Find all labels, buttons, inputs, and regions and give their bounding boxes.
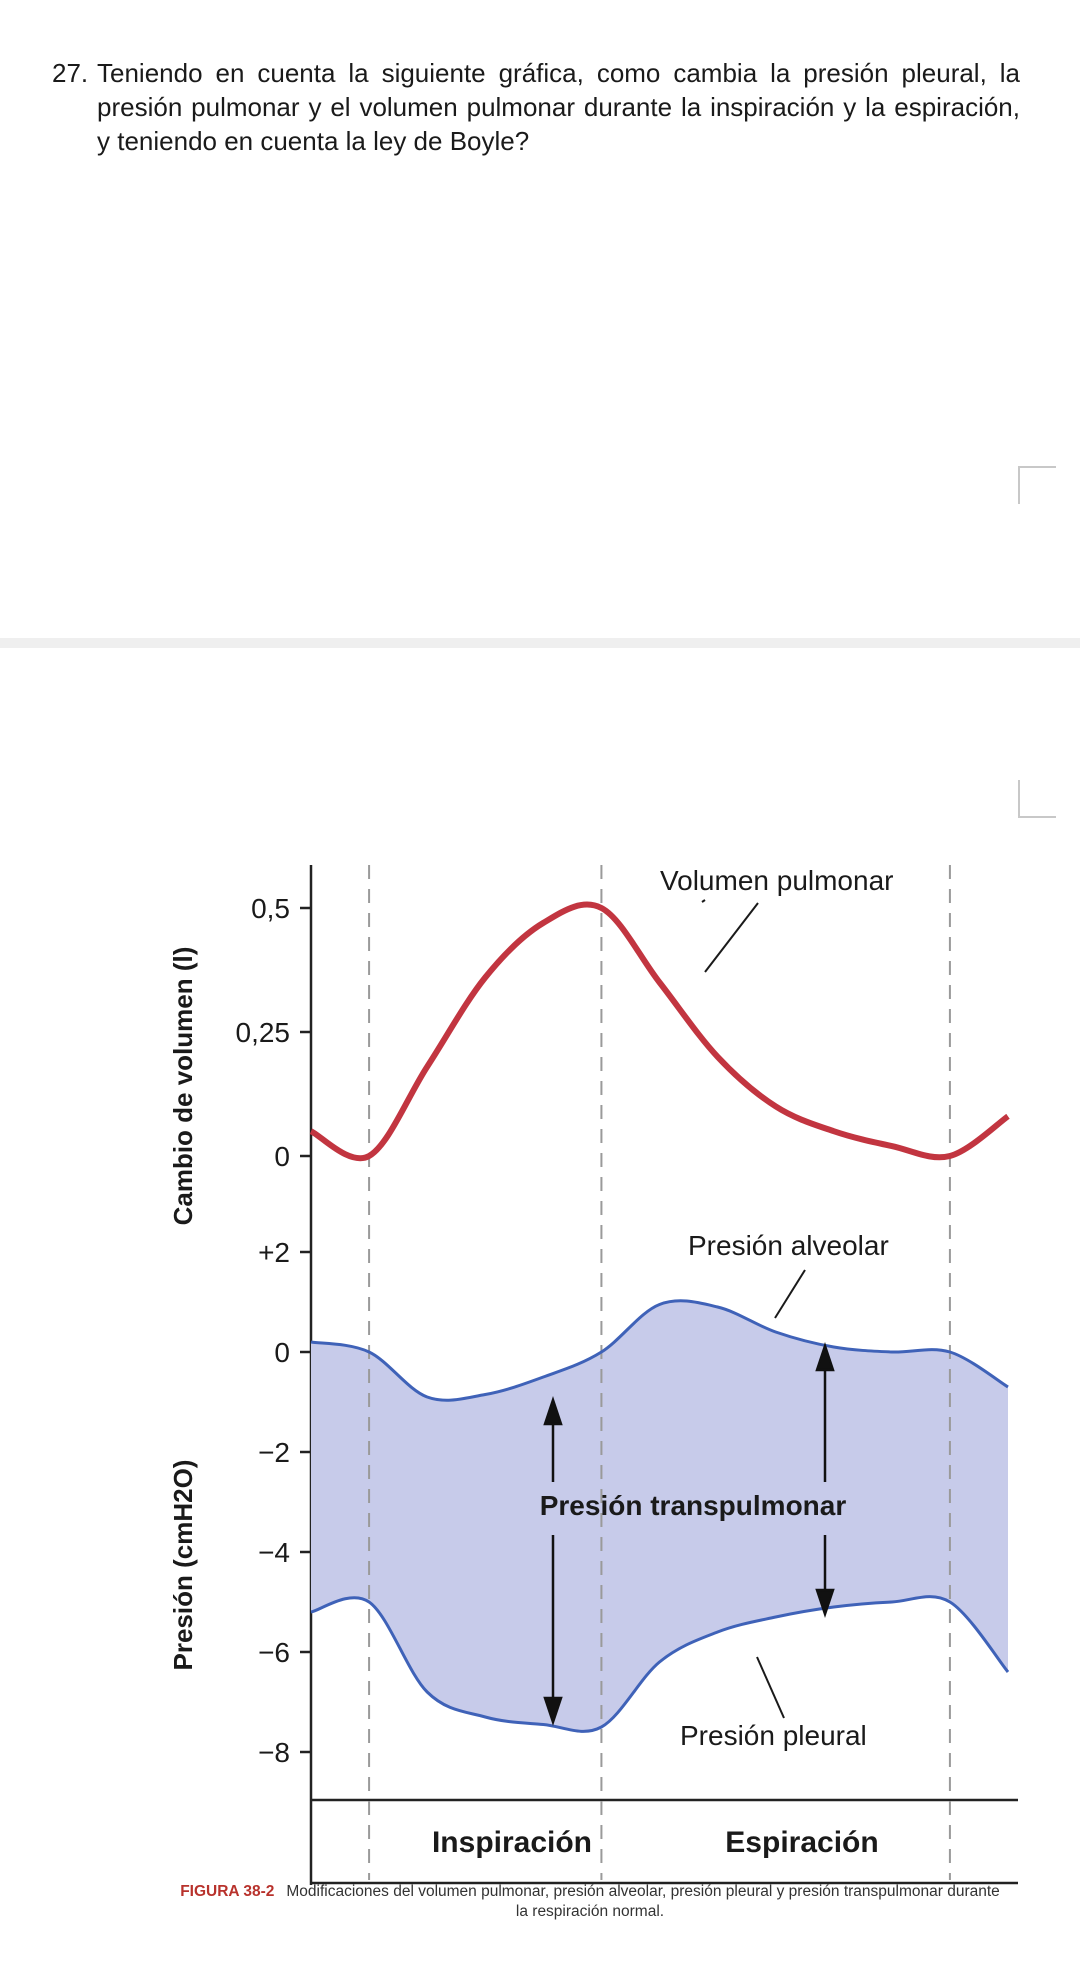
volume-tick-label-0: 0,5 — [251, 893, 290, 924]
figure-caption: FIGURA 38-2 Modificaciones del volumen pu… — [180, 1882, 1000, 1922]
alveolar-series-label: Presión alveolar — [688, 1230, 889, 1261]
transpulmonary-label: Presión transpulmonar — [540, 1490, 847, 1521]
pressure-tick-label-3: −4 — [258, 1537, 290, 1568]
figure-caption-text: Modificaciones del volumen pulmonar, pre… — [286, 1883, 1000, 1920]
volume-series-label: Volumen pulmonar — [660, 865, 893, 896]
question-number: 27. — [52, 58, 89, 88]
volume-tick-label-1: 0,25 — [236, 1017, 291, 1048]
pressure-tick-label-4: −6 — [258, 1637, 290, 1668]
transpulmonary-arrows — [543, 1342, 835, 1726]
figure-label: FIGURA 38-2 — [180, 1883, 275, 1900]
volume-leader — [701, 899, 706, 903]
pressure-tick-label-1: 0 — [274, 1337, 290, 1368]
phase-label-inspiration: Inspiración — [432, 1826, 592, 1859]
alveolar-line — [310, 1299, 1009, 1402]
question: 27. Teniendo en cuenta la siguiente gráf… — [52, 56, 1020, 158]
volume-line — [309, 901, 1010, 1162]
crop-corner-top — [1018, 466, 1056, 504]
volume-label-leader — [704, 902, 759, 973]
pleural-label-leader — [756, 1656, 785, 1719]
alveolar-label-leader — [774, 1269, 806, 1319]
pleural-series-label: Presión pleural — [680, 1720, 867, 1751]
phase-label-expiration: Espiración — [725, 1826, 878, 1859]
transpulmonary-area — [311, 1300, 1008, 1732]
arrow-down-inspiration — [543, 1696, 563, 1726]
pressure-axis-title: Presión (cmH2O) — [168, 1460, 198, 1671]
pressure-tick-label-2: −2 — [258, 1437, 290, 1468]
crop-corner-bottom — [1018, 780, 1056, 818]
pressure-tick-label-0: +2 — [258, 1237, 290, 1268]
arrow-up-expiration — [815, 1342, 835, 1372]
volume-tick-label-2: 0 — [274, 1141, 290, 1172]
volume-axis-title: Cambio de volumen (l) — [168, 947, 198, 1226]
arrow-down-expiration — [815, 1588, 835, 1618]
section-divider — [0, 638, 1080, 648]
pressure-tick-label-5: −8 — [258, 1737, 290, 1768]
pleural-line — [310, 1595, 1010, 1733]
question-text: Teniendo en cuenta la siguiente gráfica,… — [97, 58, 1020, 156]
arrow-up-inspiration — [543, 1396, 563, 1426]
